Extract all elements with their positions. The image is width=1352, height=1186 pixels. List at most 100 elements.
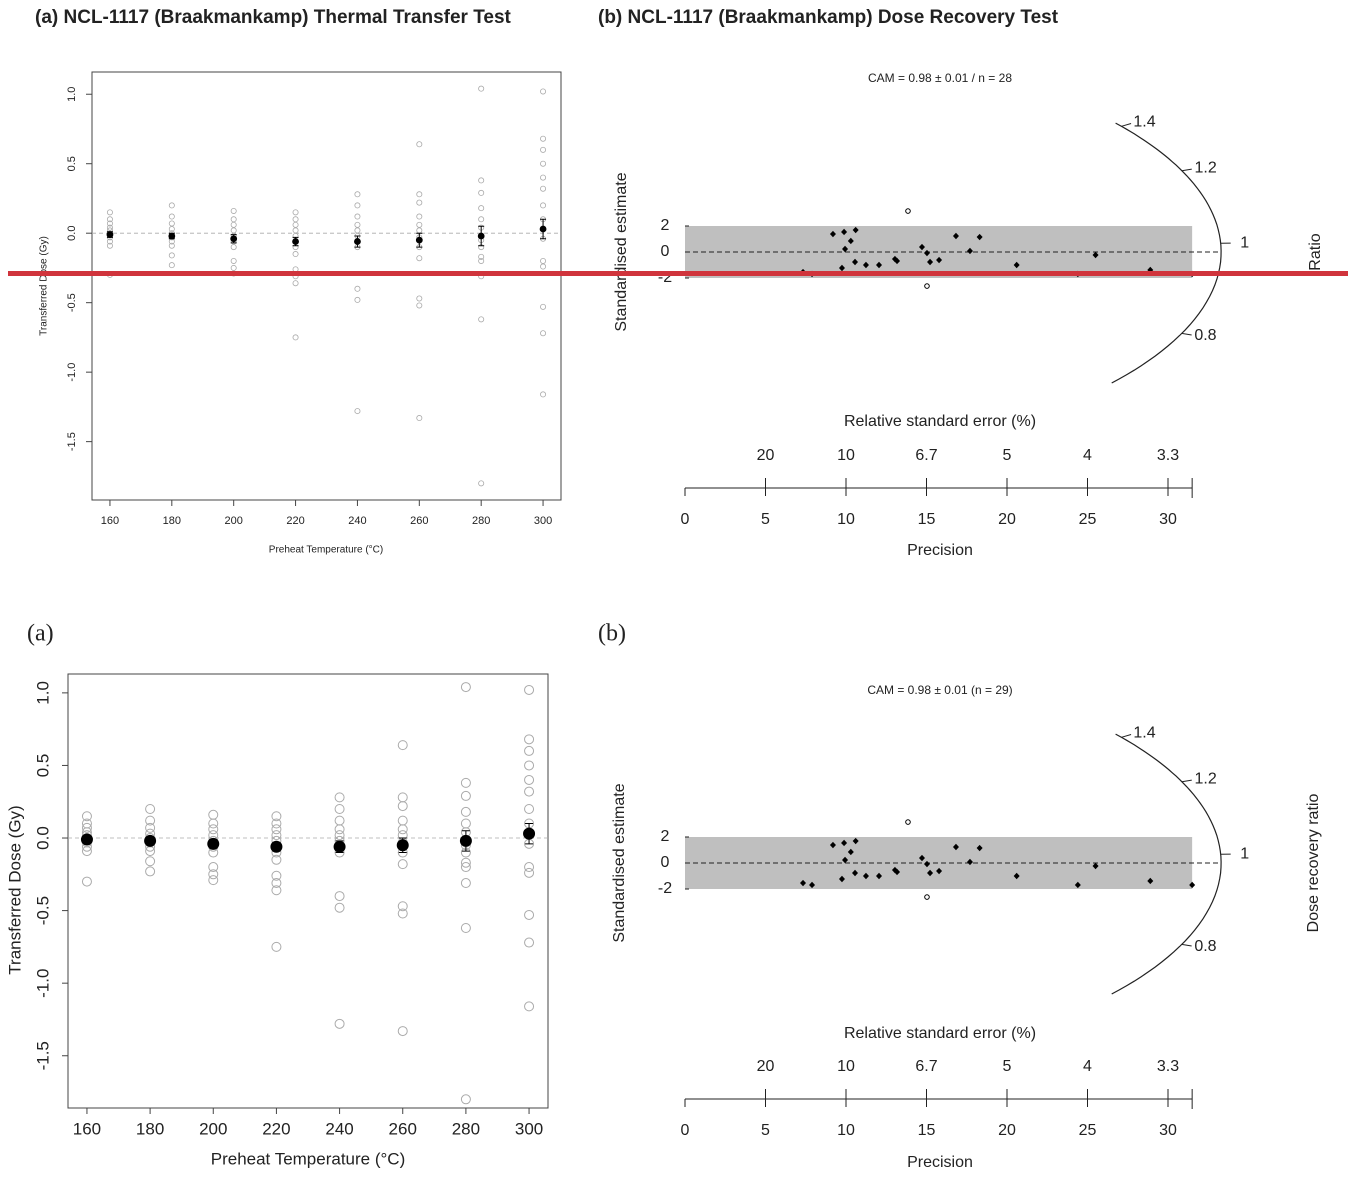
x-tick-label: 0 <box>681 1122 690 1139</box>
x-tick-label: 180 <box>136 1119 164 1138</box>
sample-point <box>292 334 299 341</box>
x2-tick-label: 10 <box>837 1058 855 1075</box>
sample-point <box>271 830 282 841</box>
sample-point <box>81 822 92 833</box>
sample-point <box>540 303 547 310</box>
x-tick-label: 5 <box>761 1122 770 1139</box>
y-tick-label: -1.0 <box>33 969 52 998</box>
sample-point <box>460 862 471 873</box>
sample-point <box>106 209 113 216</box>
sample-point <box>397 815 408 826</box>
x-tick-label: 0 <box>681 511 690 528</box>
z-tick-label: 1 <box>1240 845 1249 862</box>
z-tick-label: 1 <box>1240 234 1249 251</box>
sample-point <box>145 815 156 826</box>
estimate-point <box>1092 251 1099 259</box>
x-tick-label: 20 <box>998 1122 1016 1139</box>
estimate-point <box>842 856 849 864</box>
sample-point <box>478 85 485 92</box>
y-tick-label: 0.5 <box>33 754 52 778</box>
sample-point <box>524 684 535 695</box>
sample-point <box>524 867 535 878</box>
subtitle: CAM = 0.98 ± 0.01 (n = 29) <box>867 683 1012 697</box>
sample-point <box>460 878 471 889</box>
estimate-point <box>800 879 807 887</box>
sample-point <box>230 244 237 251</box>
y-tick-label: -1.5 <box>33 1041 52 1070</box>
mean-point <box>292 238 299 245</box>
estimate-point <box>852 869 859 877</box>
x2-tick-label: 6.7 <box>915 447 937 464</box>
sample-point <box>271 941 282 952</box>
x2-tick-label: 4 <box>1083 1058 1092 1075</box>
sample-point <box>106 216 113 223</box>
x-tick-label: 15 <box>918 1122 936 1139</box>
x-tick-label: 260 <box>410 515 428 527</box>
y-tick-label: 0.0 <box>66 226 78 241</box>
sample-point <box>524 774 535 785</box>
chart-title: (a) <box>27 621 54 647</box>
sample-point <box>271 885 282 896</box>
z-tick <box>1181 779 1192 783</box>
sample-point <box>478 216 485 223</box>
sample-point <box>168 213 175 220</box>
estimate-point <box>966 858 973 866</box>
sample-point <box>354 202 361 209</box>
mean-point <box>106 231 114 238</box>
x-axis-label: Precision <box>907 1154 973 1171</box>
chart-title: (b) NCL-1117 (Braakmankamp) Dose Recover… <box>598 7 1059 28</box>
sample-point <box>81 876 92 887</box>
sample-point <box>106 242 113 249</box>
mean-point <box>168 232 176 240</box>
mean-point <box>230 235 238 243</box>
sample-point <box>208 818 219 829</box>
sample-point <box>524 803 535 814</box>
sample-point <box>145 803 156 814</box>
estimate-point <box>952 232 959 240</box>
z-tick-label: 1.2 <box>1194 771 1216 788</box>
x-tick-label: 220 <box>286 515 304 527</box>
sample-point <box>292 221 299 228</box>
z-axis-arc <box>1111 733 1222 995</box>
sample-point <box>208 869 219 880</box>
sample-point <box>524 862 535 873</box>
sample-point <box>397 824 408 835</box>
x-tick-label: 5 <box>761 511 770 528</box>
sample-point <box>540 88 547 95</box>
mean-point <box>354 238 361 245</box>
sample-point <box>524 734 535 745</box>
mean-point <box>144 834 157 847</box>
sample-point <box>292 227 299 234</box>
estimate-point <box>1074 881 1081 889</box>
sample-point <box>397 901 408 912</box>
z-tick <box>1181 943 1192 947</box>
estimate-point <box>862 261 869 269</box>
y-axis-label: Standardised estimate <box>611 783 628 942</box>
y-tick-label: 1.0 <box>33 681 52 705</box>
sample-point <box>478 177 485 184</box>
estimate-point <box>1189 881 1196 889</box>
sample-point <box>354 221 361 228</box>
x2-tick-label: 3.3 <box>1157 1058 1179 1075</box>
mean-point <box>523 827 536 840</box>
estimate-point <box>966 247 973 255</box>
sample-point <box>460 806 471 817</box>
outlier-point <box>924 894 930 900</box>
mean-point <box>459 834 472 847</box>
mean-point <box>477 232 485 240</box>
x-tick-label: 300 <box>515 1119 543 1138</box>
x2-tick-label: 4 <box>1083 447 1092 464</box>
sample-point <box>397 792 408 803</box>
sample-point <box>230 216 237 223</box>
x-tick-label: 200 <box>199 1119 227 1138</box>
sample-point <box>354 227 361 234</box>
mean-point <box>539 225 547 233</box>
z-tick <box>1181 332 1192 336</box>
mean-point <box>207 837 220 850</box>
outlier-point <box>924 283 930 289</box>
y-tick-label: 0.5 <box>66 156 78 171</box>
outlier-point <box>905 819 911 825</box>
x-tick-label: 240 <box>325 1119 353 1138</box>
sample-point <box>334 824 345 835</box>
z-axis-label: Dose recovery ratio <box>1305 794 1322 933</box>
